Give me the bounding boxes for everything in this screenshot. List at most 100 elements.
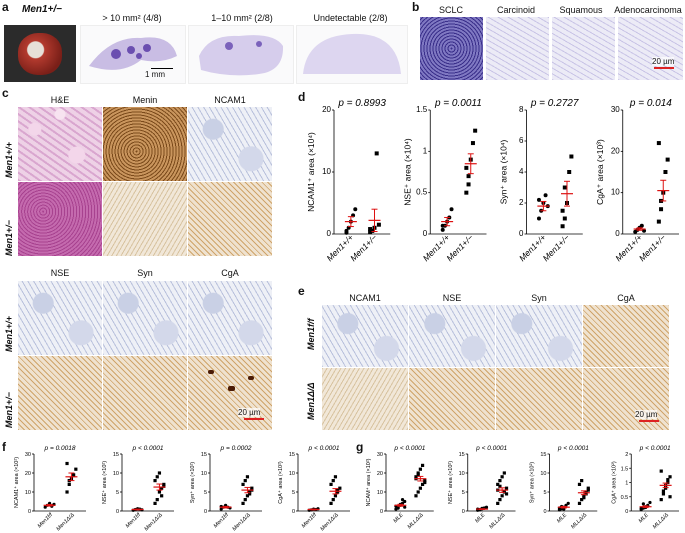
panel-b-label: b [412,0,420,14]
panel-c-row-het-bottom: Men1+/− [4,391,14,428]
ihc-nse-het [18,356,102,430]
data-point [243,498,247,502]
chart-0: p < 0.0001 0 10 20 30 NCAM⁺ area (×10²) MLE MLL… [365,445,434,530]
ihc-syn-het [103,356,187,430]
y-axis-label: CgA⁺ area (×10²) [277,461,284,504]
y-tick-label: 10 [611,188,620,197]
y-tick-label: 30 [377,452,383,458]
lung-scan-large-tumor: 1 mm [80,25,186,84]
data-point [333,494,338,498]
panel-e-row-dd: Men1Δ/Δ [306,382,316,420]
panel-e-header-nse: NSE [442,293,462,303]
y-tick-label: 10 [459,471,465,477]
data-point [536,197,541,202]
y-tick-label: 0 [327,229,332,238]
panel-a-label: a [2,0,9,14]
data-point [245,475,250,479]
data-point [160,494,164,498]
panel-g-label: g [356,440,364,454]
chart-2: p = 0.0002 0 5 10 15 Syn⁺ area (×10²) Men1f/f M… [189,445,262,532]
data-point [449,207,454,212]
data-point [498,479,502,483]
data-point [353,207,358,212]
data-point [661,489,666,493]
category-label: MLE [474,512,486,524]
lung-scan-no-tumor [296,25,408,84]
p-value: p = 0.2727 [530,98,579,109]
data-point [470,141,475,146]
data-point [543,193,548,198]
data-point [560,208,565,213]
y-axis-label: NCAM1⁺ area (×10⁴) [306,132,316,212]
data-point [219,507,223,511]
data-point [331,479,335,483]
panel-c-row-wt-bottom: Men1+/+ [4,315,14,352]
y-tick-label: 10 [25,490,31,496]
data-point [466,174,471,179]
p-value: p < 0.0001 [308,445,340,452]
category-label: Men1Δ/Δ [232,512,252,532]
ihc-e-nse-dd [409,368,495,430]
data-point [668,475,672,479]
p-value: p < 0.0001 [393,445,425,452]
data-point [157,490,162,494]
data-point [160,486,164,490]
y-tick-label: 10 [201,471,207,477]
data-point [659,207,664,212]
panel-a-genotype: Men1+/− [22,4,63,15]
panel-b-scalebar: 20 µm [652,57,675,66]
ihc-e-ncam1-ff [322,305,408,367]
y-tick-label: 0 [462,509,465,515]
data-point [248,492,252,496]
data-point [536,216,541,221]
panel-d-label: d [298,90,306,104]
data-point [420,482,425,486]
data-point [496,501,500,505]
chart-2: p < 0.0001 0 5 10 15 Syn⁺ area (×10²) MLE MLLΔ/… [529,445,598,530]
panel-b-header-1: SCLC [438,5,463,15]
category-label: Men1f/f [301,512,319,530]
p-value: p = 0.8993 [337,98,386,109]
data-point [668,495,672,499]
data-point [562,185,567,190]
data-point [368,230,373,235]
data-point [466,182,471,187]
data-point [153,501,157,505]
p-value: p = 0.0018 [44,445,76,452]
y-tick-label: 10 [322,167,331,176]
y-tick-label: 0 [519,229,524,238]
panel-c-row-het-top: Men1+/− [4,219,14,256]
data-point [329,501,333,505]
data-point [464,190,469,195]
y-tick-label: 4 [519,167,524,176]
data-point [498,484,502,488]
y-tick-label: 5 [116,490,119,496]
y-tick-label: 5 [462,490,465,496]
panel-e-header-cga: CgA [617,293,635,303]
category-label: MLE [638,512,650,524]
data-point [582,496,586,500]
panel-e-scalebar: 20 µm [635,410,658,419]
category-label: MLE [556,512,568,524]
data-point [562,216,567,221]
data-point [569,154,574,159]
y-axis-label: NSE⁺ area (×10²) [101,461,108,504]
data-point [403,505,407,509]
data-point [418,467,422,471]
data-point [374,151,379,156]
data-point [666,478,670,482]
data-point [250,486,254,490]
data-point [473,128,478,133]
panel-a-scalebar: 1 mm [145,70,165,79]
panel-b-header-4: Adenocarcinoma [614,5,682,15]
panel-b-header-2: Carcinoid [496,5,536,15]
ihc-menin-het [103,182,187,256]
data-point [580,498,584,502]
data-point [331,498,335,502]
histology-adenocarcinoma: 20 µm [618,17,683,80]
data-point [344,230,349,235]
data-point [566,501,570,505]
